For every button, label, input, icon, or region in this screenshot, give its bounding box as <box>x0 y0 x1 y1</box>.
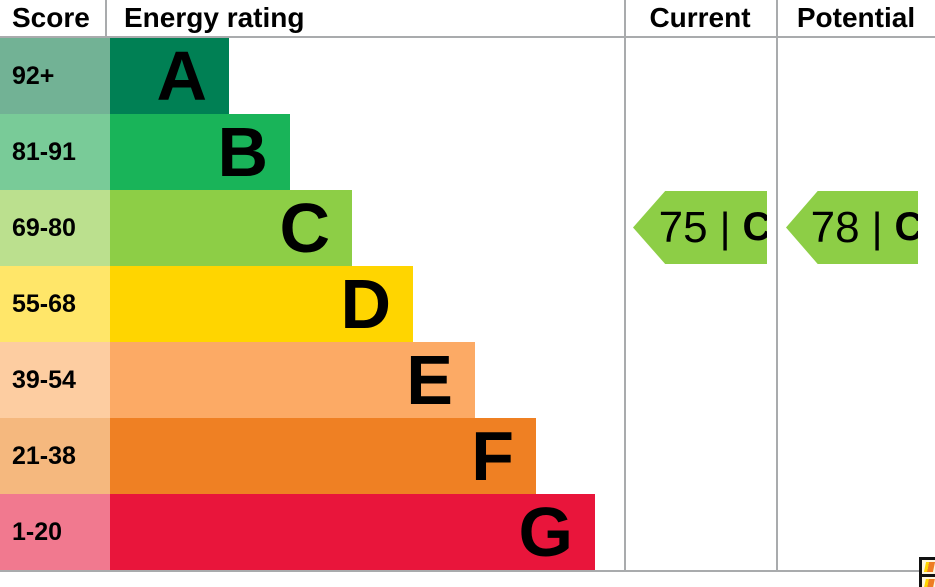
rating-bands: 92+ A 81-91 B 69-80 C 55-68 D 39-54 <box>0 38 625 570</box>
current-separator: | <box>719 203 731 251</box>
potential-separator: | <box>871 203 883 251</box>
rating-band-letter: A <box>156 37 207 115</box>
column-header-score: Score <box>12 2 90 33</box>
potential-rating-arrow: 78 | C <box>786 191 918 264</box>
rating-band-letter: B <box>217 113 268 191</box>
score-range-label: 39-54 <box>12 365 76 394</box>
score-range-label: 81-91 <box>12 137 76 166</box>
score-range-cell: 39-54 <box>0 342 110 418</box>
rating-band-letter: F <box>471 417 514 495</box>
current-column-divider <box>624 0 626 570</box>
rating-band-bar: F <box>110 418 536 494</box>
rating-band-bar: D <box>110 266 413 342</box>
rating-band-row: 21-38 F <box>0 418 625 494</box>
score-range-label: 92+ <box>12 61 55 90</box>
score-range-cell: 81-91 <box>0 114 110 190</box>
current-rating-arrow: 75 | C <box>633 191 767 264</box>
rating-band-row: 1-20 G <box>0 494 625 570</box>
rating-band-row: 39-54 E <box>0 342 625 418</box>
rating-band-row: 81-91 B <box>0 114 625 190</box>
score-range-label: 21-38 <box>12 441 76 470</box>
current-score-value: 75 <box>658 202 708 252</box>
rating-band-bar: C <box>110 190 352 266</box>
score-range-cell: 21-38 <box>0 418 110 494</box>
potential-score-value: 78 <box>810 202 860 252</box>
potential-rating-letter: C <box>894 205 924 249</box>
column-header-energy-rating: Energy rating <box>124 2 305 33</box>
rating-band-row: 69-80 C <box>0 190 625 266</box>
potential-column-divider <box>776 0 778 570</box>
mini-label-arrow-icon <box>924 579 935 587</box>
score-range-cell: 1-20 <box>0 494 110 570</box>
rating-band-bar: G <box>110 494 595 570</box>
rating-band-letter: D <box>340 265 391 343</box>
score-range-label: 69-80 <box>12 213 76 242</box>
score-range-label: 1-20 <box>12 517 63 546</box>
rating-band-bar: B <box>110 114 290 190</box>
score-range-cell: 55-68 <box>0 266 110 342</box>
mini-label-divider <box>922 574 935 577</box>
column-header-current: Current <box>649 2 751 33</box>
rating-band-letter: E <box>406 341 453 419</box>
chart-bottom-border <box>0 570 919 572</box>
score-column-divider <box>105 0 107 36</box>
rating-band-row: 55-68 D <box>0 266 625 342</box>
score-range-label: 55-68 <box>12 289 76 318</box>
score-range-cell: 92+ <box>0 38 110 114</box>
mini-label-arrow-icon <box>923 562 935 572</box>
current-rating-letter: C <box>742 205 772 249</box>
column-header-potential: Potential <box>796 2 916 33</box>
score-range-cell: 69-80 <box>0 190 110 266</box>
header-underline <box>0 36 935 38</box>
rating-band-bar: E <box>110 342 475 418</box>
rating-band-letter: C <box>279 189 330 267</box>
rating-band-bar: A <box>110 38 229 114</box>
cut-off-energy-label-icon <box>919 557 935 587</box>
rating-band-row: 92+ A <box>0 38 625 114</box>
rating-band-letter: G <box>518 493 573 571</box>
